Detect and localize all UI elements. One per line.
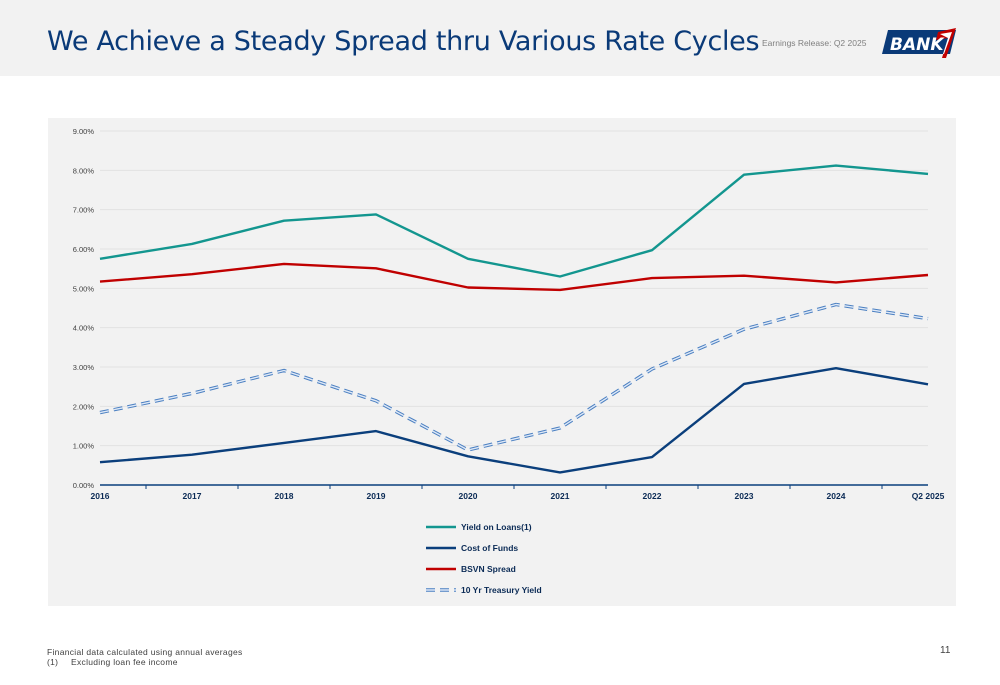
series-line (99, 164, 929, 278)
x-tick-label: 2019 (367, 491, 386, 501)
legend-label: BSVN Spread (461, 564, 516, 574)
y-tick-label: 9.00% (73, 127, 95, 136)
series-lines (99, 164, 929, 474)
series-line-treasury-outer (99, 302, 929, 452)
y-tick-label: 0.00% (73, 481, 95, 490)
series-line-treasury-inner (99, 303, 929, 451)
rate-cycles-line-chart: 0.00% 1.00% 2.00% 3.00% 4.00% 5.00% 6.00% 7.00%… (73, 127, 945, 595)
header-bar: We Achieve a Steady Spread thru Various … (0, 0, 1000, 76)
x-tick-label: 2023 (735, 491, 754, 501)
series-line (99, 366, 929, 474)
footnote-loan-fee: (1) Excluding loan fee income (47, 657, 178, 667)
earnings-release-label: Earnings Release: Q2 2025 (762, 38, 867, 48)
x-tick-label: 2024 (827, 491, 846, 501)
gridlines (100, 130, 928, 447)
y-tick-label: 7.00% (73, 206, 95, 215)
x-tick-label: 2017 (183, 491, 202, 501)
axes: 0.00% 1.00% 2.00% 3.00% 4.00% 5.00% 6.00% 7.00%… (73, 127, 945, 501)
x-tick-label: Q2 2025 (912, 491, 945, 501)
y-tick-label: 2.00% (73, 402, 95, 411)
chart-legend: Yield on Loans(1) Cost of Funds BSVN Sprea… (426, 522, 542, 595)
x-tick-label: 2018 (275, 491, 294, 501)
footnote-number: (1) (47, 657, 59, 667)
logo-text: BANK (890, 35, 945, 55)
chart-panel: 0.00% 1.00% 2.00% 3.00% 4.00% 5.00% 6.00% 7.00%… (48, 118, 956, 606)
x-tick-label: 2020 (459, 491, 478, 501)
y-tick-label: 6.00% (73, 245, 95, 254)
x-tick-label: 2022 (643, 491, 662, 501)
x-tick-label: 2021 (551, 491, 570, 501)
y-tick-label: 8.00% (73, 166, 95, 175)
series-line (99, 262, 929, 292)
page-number: 11 (940, 645, 951, 656)
y-tick-label: 4.00% (73, 324, 95, 333)
y-tick-label: 5.00% (73, 284, 95, 293)
footnote-text: Excluding loan fee income (71, 657, 178, 667)
legend-label: 10 Yr Treasury Yield (461, 585, 542, 595)
y-tick-label: 1.00% (73, 442, 95, 451)
bank-logo: BANK (882, 28, 956, 58)
y-tick-label: 3.00% (73, 363, 95, 372)
footnote-averages: Financial data calculated using annual a… (47, 647, 243, 657)
page-title: We Achieve a Steady Spread thru Various … (47, 26, 760, 57)
legend-label: Yield on Loans(1) (461, 522, 532, 532)
x-tick-label: 2016 (91, 491, 110, 501)
legend-label: Cost of Funds (461, 543, 518, 553)
